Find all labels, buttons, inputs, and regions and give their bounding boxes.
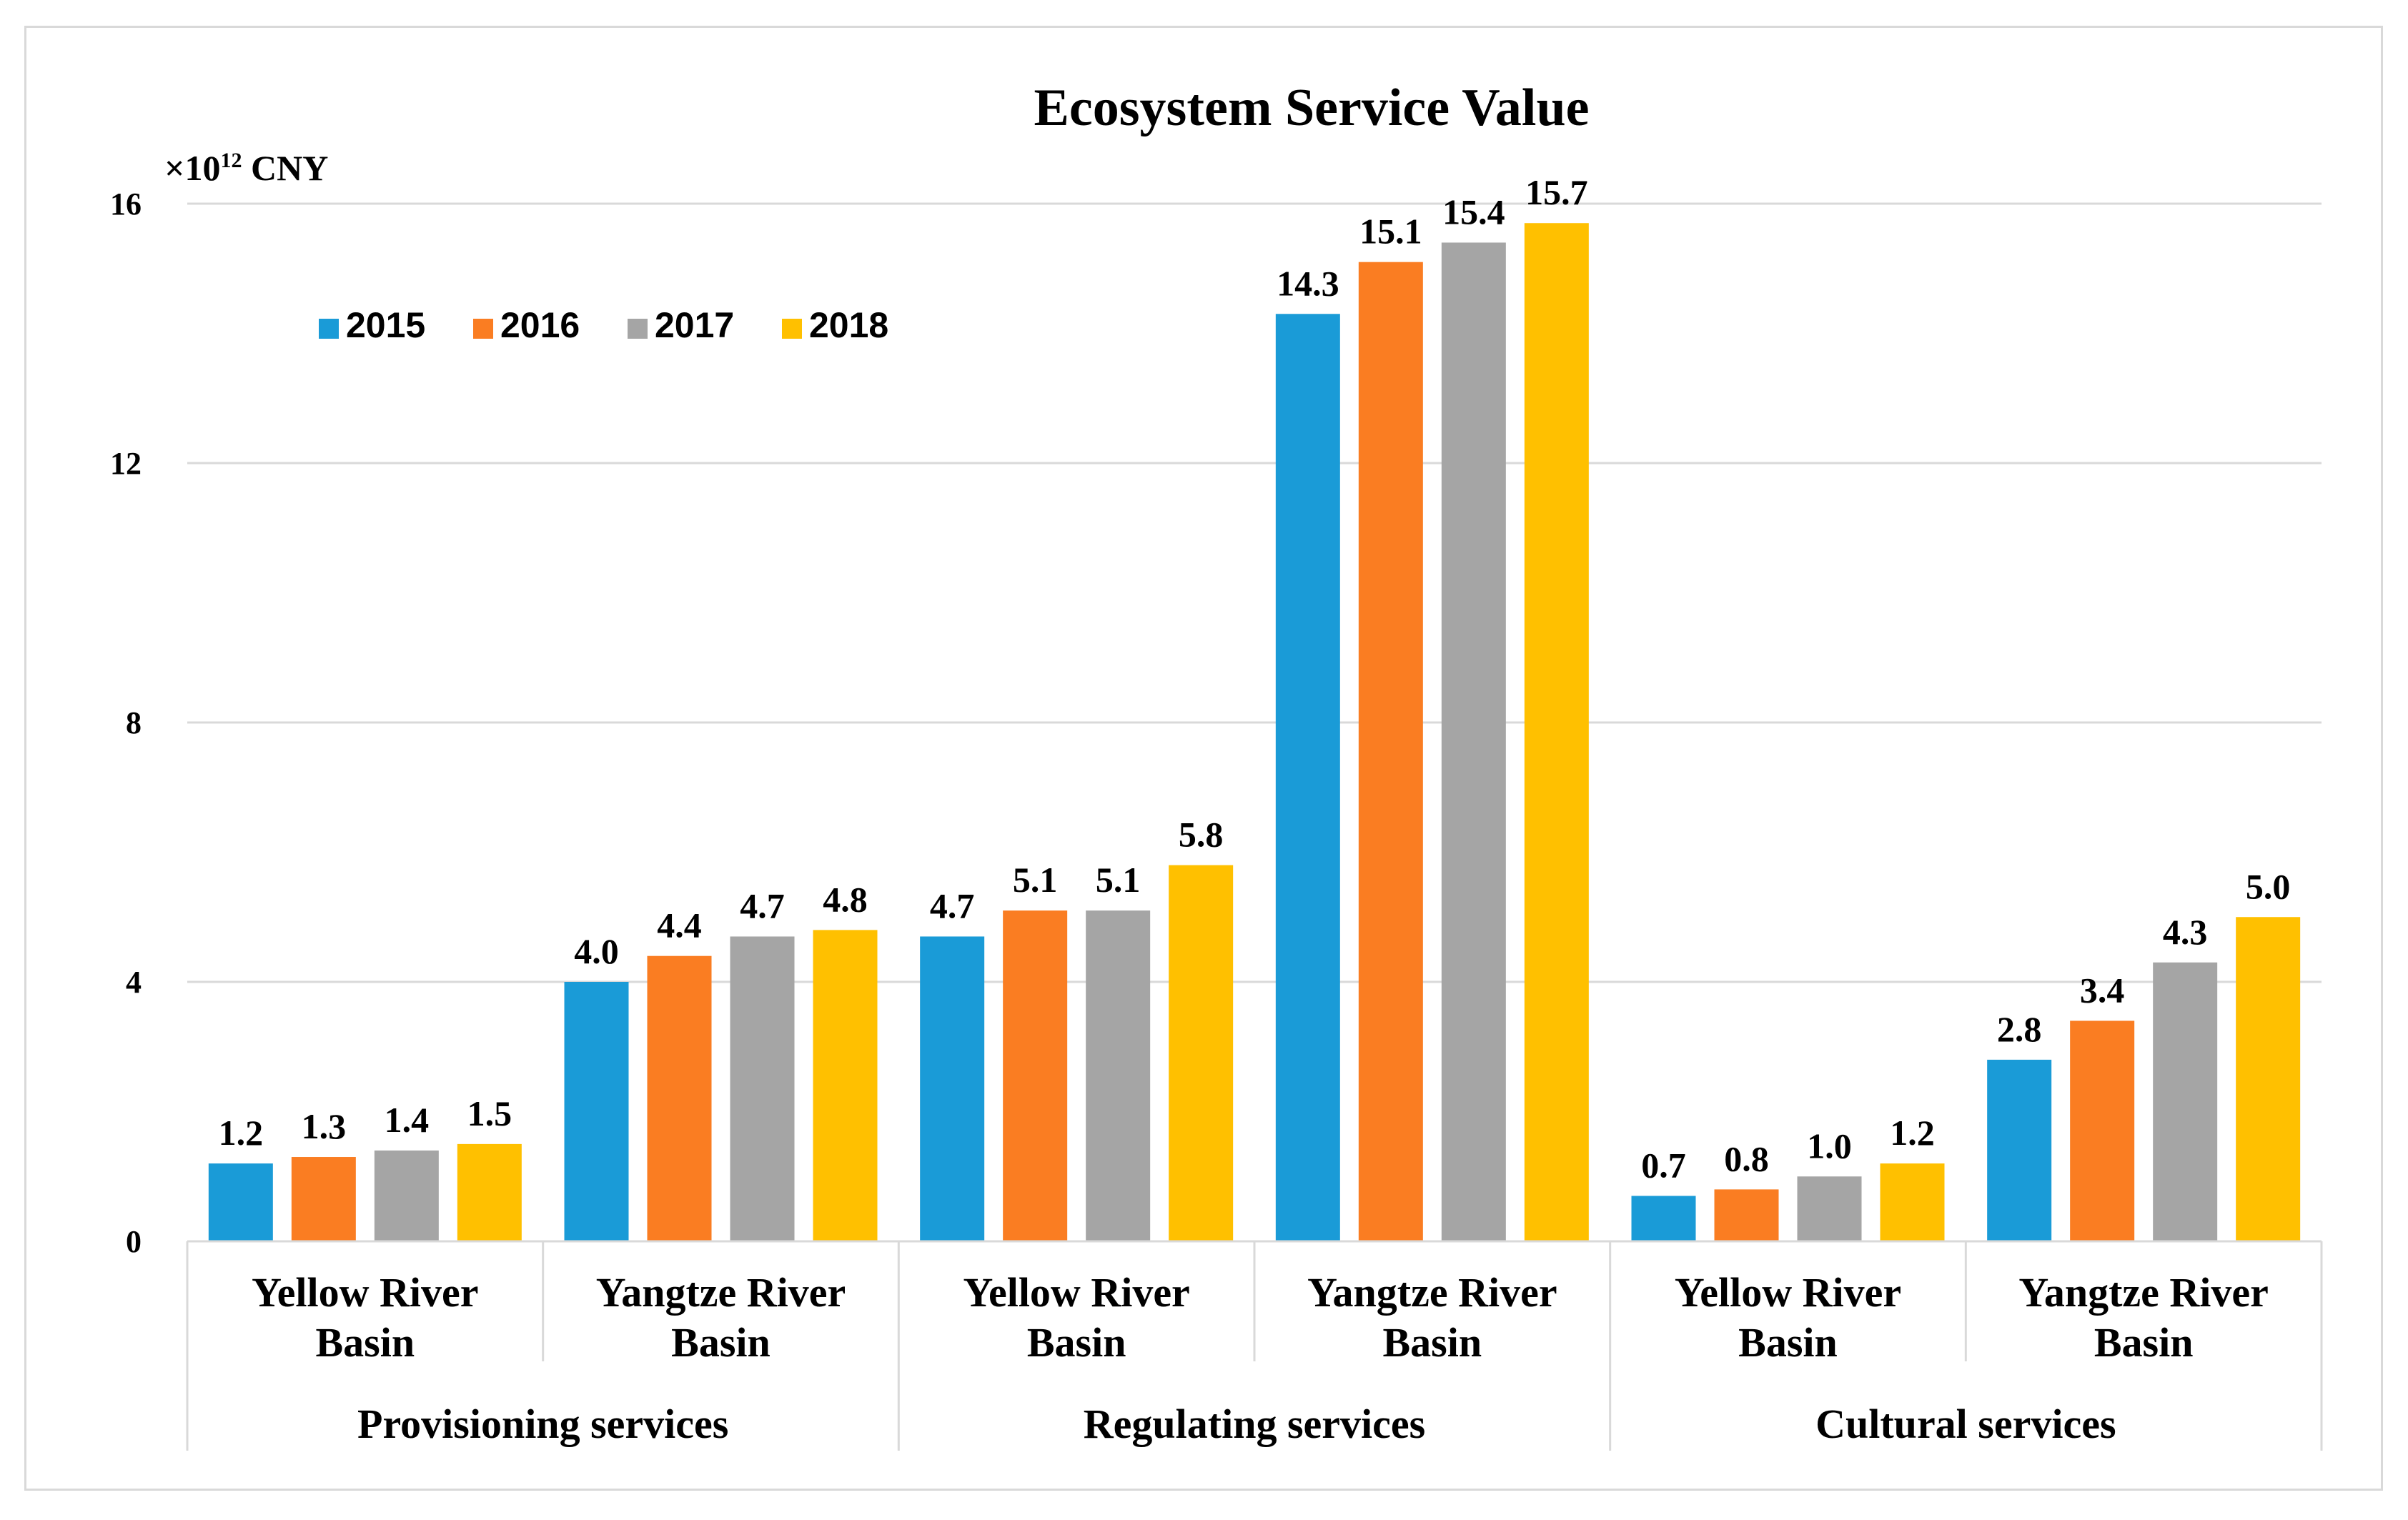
y-unit-suffix: CNY: [242, 148, 329, 188]
chart-frame: [24, 26, 2383, 1491]
data-label-2015-3: 14.3: [1277, 263, 1339, 303]
data-label-2015-0: 1.2: [219, 1113, 264, 1153]
legend-label-2016: 2016: [500, 305, 580, 345]
bar-2016-1: [647, 955, 712, 1241]
data-label-2015-4: 0.7: [1641, 1145, 1686, 1185]
legend-swatch-2016: [473, 319, 493, 339]
data-label-2015-1: 4.0: [574, 931, 619, 971]
data-label-2017-0: 1.4: [385, 1100, 430, 1140]
bar-2015-0: [208, 1163, 273, 1241]
data-label-2018-2: 5.8: [1179, 815, 1224, 855]
group-label: Cultural services: [1815, 1401, 2116, 1447]
legend-swatch-2018: [782, 319, 802, 339]
bar-2016-2: [1003, 910, 1068, 1241]
bar-2018-2: [1169, 865, 1234, 1241]
legend-label-2015: 2015: [346, 305, 425, 345]
category-label: Yangtze River: [2018, 1269, 2269, 1316]
bar-2018-3: [1524, 223, 1589, 1242]
bar-2016-3: [1358, 262, 1423, 1241]
data-label-2017-1: 4.7: [740, 885, 785, 925]
bar-2017-5: [2153, 962, 2218, 1241]
bar-2018-4: [1880, 1163, 1945, 1241]
data-labels: 1.2 4.0 4.7 14.3 0.7 2.8 1.3 4.4 5.1 15.1 0.8 3.4 1.…: [219, 172, 2291, 1185]
group-label: Provisioning services: [357, 1401, 728, 1447]
bar-2015-3: [1275, 314, 1340, 1241]
bar-2018-0: [457, 1143, 522, 1241]
data-label-2015-5: 2.8: [1997, 1009, 2042, 1049]
bar-2017-0: [374, 1150, 439, 1241]
legend-swatch-2017: [628, 319, 648, 339]
bar-2017-4: [1797, 1176, 1862, 1241]
data-label-2016-5: 3.4: [2080, 970, 2125, 1010]
category-label: Basin: [1383, 1319, 1482, 1366]
bar-2017-1: [730, 936, 795, 1241]
data-label-2017-5: 4.3: [2163, 912, 2208, 952]
legend-label-2018: 2018: [809, 305, 888, 345]
category-label: Basin: [1738, 1319, 1838, 1366]
y-unit-exponent: 12: [221, 149, 242, 172]
data-label-2017-2: 5.1: [1096, 860, 1141, 900]
data-label-2017-4: 1.0: [1807, 1126, 1852, 1166]
bar-2015-1: [564, 982, 629, 1241]
bar-2016-0: [291, 1157, 356, 1241]
y-axis-ticks: 0 4 8 12 16: [110, 187, 142, 1259]
legend-swatch-2015: [319, 319, 339, 339]
bar-2018-1: [813, 930, 878, 1241]
bar-2015-2: [920, 936, 985, 1241]
bar-2017-2: [1086, 910, 1151, 1241]
y-tick-label: 8: [126, 705, 142, 740]
category-label: Basin: [1027, 1319, 1126, 1366]
category-label: Basin: [671, 1319, 771, 1366]
bar-2015-4: [1631, 1196, 1696, 1241]
bar-2018-5: [2236, 917, 2301, 1241]
data-label-2015-2: 4.7: [930, 885, 975, 925]
category-label: Basin: [316, 1319, 415, 1366]
bar-2016-4: [1714, 1189, 1779, 1241]
bar-2015-5: [1987, 1059, 2052, 1241]
data-label-2018-3: 15.7: [1525, 172, 1588, 212]
y-unit-prefix: ×10: [164, 148, 221, 188]
chart-title: Ecosystem Service Value: [1034, 79, 1590, 137]
data-label-2016-4: 0.8: [1724, 1138, 1769, 1178]
data-label-2018-4: 1.2: [1890, 1113, 1935, 1153]
bars: [208, 223, 2301, 1242]
y-tick-label: 12: [110, 446, 142, 481]
category-label: Yellow River: [963, 1269, 1190, 1316]
data-label-2018-0: 1.5: [467, 1093, 512, 1133]
data-label-2018-1: 4.8: [823, 879, 868, 919]
legend: 2015 2016 2017 2018: [319, 305, 888, 345]
bar-2017-3: [1441, 242, 1506, 1242]
y-axis-unit-label: ×1012 CNY: [164, 148, 328, 188]
category-label: Yangtze River: [596, 1269, 846, 1316]
group-label: Regulating services: [1084, 1401, 1425, 1447]
legend-label-2017: 2017: [655, 305, 734, 345]
category-label: Yangtze River: [1307, 1269, 1557, 1316]
data-label-2016-1: 4.4: [657, 905, 702, 945]
data-label-2018-5: 5.0: [2246, 866, 2291, 906]
data-label-2016-2: 5.1: [1013, 860, 1058, 900]
y-tick-label: 0: [126, 1224, 142, 1259]
data-label-2017-3: 15.4: [1442, 192, 1505, 232]
category-label: Yellow River: [252, 1269, 478, 1316]
category-label: Basin: [2094, 1319, 2194, 1366]
data-label-2016-3: 15.1: [1359, 212, 1422, 252]
bar-2016-5: [2070, 1020, 2135, 1241]
category-label: Yellow River: [1675, 1269, 1901, 1316]
y-tick-label: 16: [110, 187, 142, 222]
y-tick-label: 4: [126, 965, 142, 1000]
data-label-2016-0: 1.3: [302, 1106, 347, 1146]
